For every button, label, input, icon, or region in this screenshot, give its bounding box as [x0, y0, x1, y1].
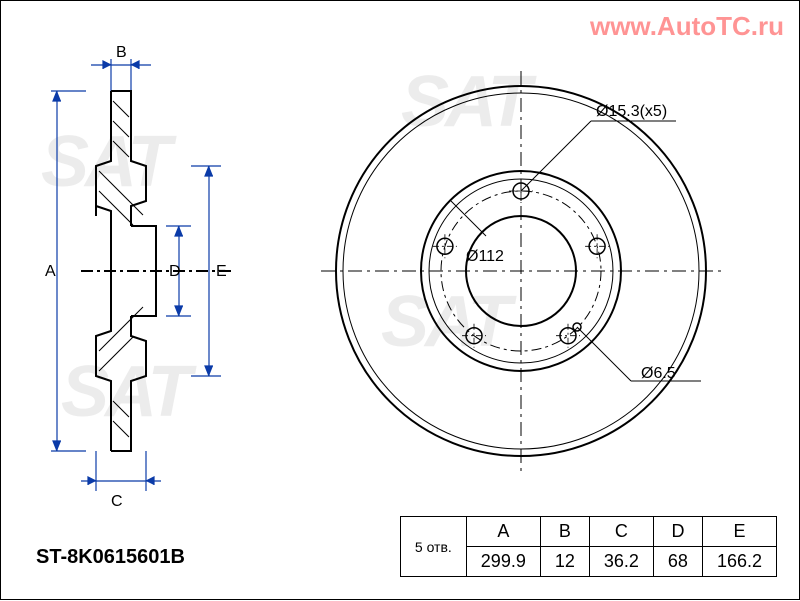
col-d: D: [653, 517, 702, 547]
label-c: C: [111, 493, 123, 510]
dimensions-table: 5 отв. A B C D E 299.9 12 36.2 68 166.2: [400, 516, 777, 577]
val-c: 36.2: [589, 547, 653, 577]
val-e: 166.2: [702, 547, 776, 577]
side-view: A B C D E: [45, 44, 231, 510]
col-a: A: [466, 517, 540, 547]
technical-drawing: A B C D E: [1, 1, 800, 601]
col-e: E: [702, 517, 776, 547]
val-a: 299.9: [466, 547, 540, 577]
part-number: ST-8K0615601B: [36, 546, 185, 569]
table-header-row: 5 отв. A B C D E: [400, 517, 776, 547]
label-b: B: [116, 44, 127, 61]
col-b: B: [540, 517, 589, 547]
holes-count: 5 отв.: [400, 517, 466, 577]
bolt-hole-label: Ø15.3(x5): [596, 103, 667, 120]
label-e: E: [216, 263, 227, 280]
center-bore-label: Ø112: [466, 248, 504, 265]
pin-hole-label: Ø6.5: [641, 365, 676, 382]
val-b: 12: [540, 547, 589, 577]
col-c: C: [589, 517, 653, 547]
front-view: Ø15.3(x5) Ø112 Ø6.5: [321, 71, 721, 471]
label-a: A: [45, 263, 56, 280]
val-d: 68: [653, 547, 702, 577]
label-d: D: [169, 263, 181, 280]
diagram-container: SAT SAT SAT SAT www.AutoTC.ru: [0, 0, 800, 600]
